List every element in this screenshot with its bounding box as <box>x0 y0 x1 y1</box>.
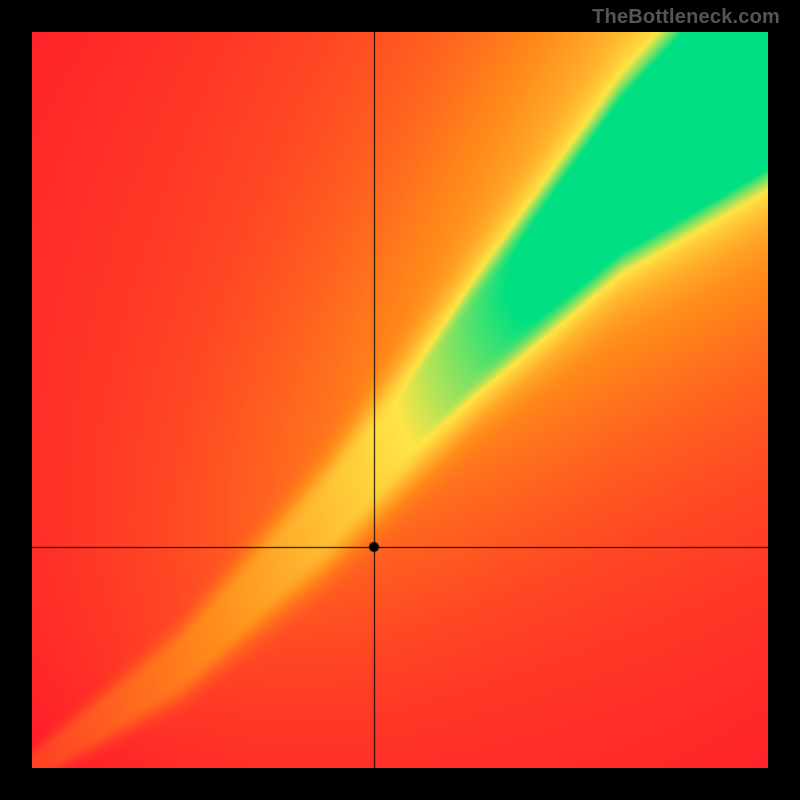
heatmap-canvas <box>32 32 768 768</box>
watermark-text: TheBottleneck.com <box>592 6 780 29</box>
chart-area <box>32 32 768 768</box>
chart-container: TheBottleneck.com <box>0 0 800 800</box>
